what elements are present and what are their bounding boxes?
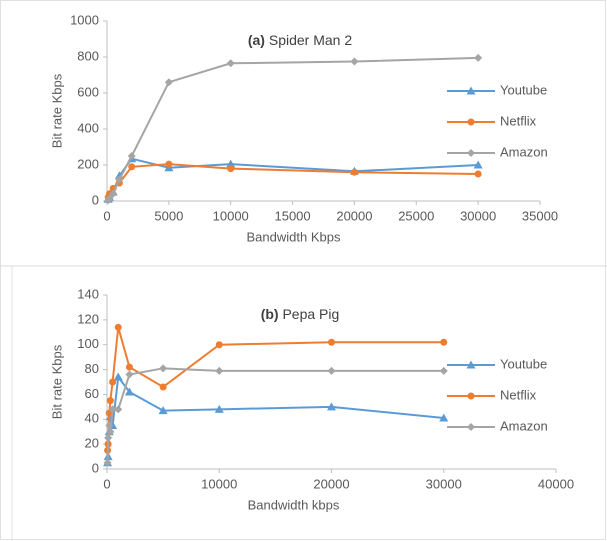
point bbox=[125, 370, 134, 379]
y-axis-label: Bit rate Kbps bbox=[49, 344, 64, 419]
legend-marker bbox=[466, 86, 476, 95]
x-tick-label: 35000 bbox=[522, 208, 558, 223]
point bbox=[105, 194, 114, 203]
point bbox=[105, 421, 114, 430]
x-tick-label: 10000 bbox=[213, 208, 249, 223]
legend-label: Youtube bbox=[500, 356, 547, 371]
x-tick-label: 15000 bbox=[274, 208, 310, 223]
title-text: Pepa Pig bbox=[282, 306, 339, 322]
legend-marker bbox=[467, 149, 475, 157]
point bbox=[115, 175, 124, 184]
point bbox=[109, 378, 117, 386]
point bbox=[113, 372, 123, 381]
x-tick-label: 20000 bbox=[336, 208, 372, 223]
y-tick-label: 140 bbox=[77, 286, 99, 301]
point bbox=[104, 433, 113, 442]
y-tick-label: 40 bbox=[85, 411, 99, 426]
point bbox=[159, 364, 168, 373]
legend-marker bbox=[466, 360, 476, 369]
point bbox=[106, 397, 114, 405]
legend-label: Amazon bbox=[500, 144, 548, 159]
point bbox=[164, 78, 173, 87]
x-tick-label: 0 bbox=[103, 476, 110, 491]
y-tick-label: 200 bbox=[77, 156, 99, 171]
point bbox=[114, 171, 124, 180]
point bbox=[440, 338, 448, 346]
point bbox=[114, 405, 123, 414]
x-axis-label: Bandwidth kbps bbox=[248, 497, 340, 512]
y-axis-label: Bit rate Kbps bbox=[49, 73, 64, 148]
legend-label: Amazon bbox=[500, 418, 548, 433]
y-tick-label: 1000 bbox=[70, 12, 99, 27]
point bbox=[215, 366, 224, 375]
point bbox=[327, 366, 336, 375]
x-tick-label: 40000 bbox=[538, 476, 574, 491]
legend-label: Netflix bbox=[500, 113, 537, 128]
y-tick-label: 60 bbox=[85, 386, 99, 401]
title-text: Spider Man 2 bbox=[269, 32, 352, 48]
panel-label: (a) bbox=[248, 32, 265, 48]
point bbox=[109, 189, 118, 198]
y-tick-label: 120 bbox=[77, 311, 99, 326]
point bbox=[439, 366, 448, 375]
point bbox=[106, 427, 115, 436]
point bbox=[165, 160, 173, 168]
point bbox=[214, 404, 224, 413]
point bbox=[350, 57, 359, 66]
point bbox=[103, 458, 112, 467]
y-tick-label: 600 bbox=[77, 84, 99, 99]
point bbox=[127, 152, 136, 160]
x-tick-label: 25000 bbox=[398, 208, 434, 223]
point bbox=[158, 406, 168, 415]
point bbox=[474, 170, 482, 178]
legend-marker bbox=[467, 423, 475, 431]
point bbox=[128, 163, 136, 171]
y-tick-label: 0 bbox=[92, 460, 99, 475]
x-tick-label: 5000 bbox=[154, 208, 183, 223]
y-tick-label: 800 bbox=[77, 48, 99, 63]
chart-title: (a) Spider Man 2 bbox=[248, 32, 352, 48]
x-tick-label: 20000 bbox=[313, 476, 349, 491]
x-tick-label: 30000 bbox=[460, 208, 496, 223]
point bbox=[125, 363, 133, 371]
legend-marker bbox=[467, 118, 475, 126]
point bbox=[350, 168, 358, 176]
panel-label: (b) bbox=[261, 306, 279, 322]
point bbox=[226, 59, 235, 68]
point bbox=[226, 159, 236, 168]
point bbox=[474, 53, 483, 62]
point bbox=[215, 341, 223, 349]
y-tick-label: 20 bbox=[85, 436, 99, 451]
legend-label: Netflix bbox=[500, 387, 537, 402]
y-tick-label: 400 bbox=[77, 120, 99, 135]
legend-label: Youtube bbox=[500, 82, 547, 97]
point bbox=[114, 323, 122, 331]
y-tick-label: 100 bbox=[77, 336, 99, 351]
point bbox=[473, 160, 483, 169]
point bbox=[108, 405, 117, 414]
x-tick-label: 10000 bbox=[201, 476, 237, 491]
legend-marker bbox=[467, 392, 475, 400]
x-tick-label: 30000 bbox=[426, 476, 462, 491]
y-tick-label: 0 bbox=[92, 192, 99, 207]
x-tick-label: 0 bbox=[103, 208, 110, 223]
point bbox=[327, 402, 336, 411]
point bbox=[328, 338, 335, 346]
point bbox=[159, 383, 167, 391]
y-tick-label: 80 bbox=[85, 361, 99, 376]
point bbox=[439, 413, 449, 422]
point bbox=[124, 387, 134, 396]
chart-title: (b) Pepa Pig bbox=[261, 306, 340, 322]
point bbox=[227, 165, 235, 173]
x-axis-label: Bandwidth Kbps bbox=[247, 229, 341, 244]
